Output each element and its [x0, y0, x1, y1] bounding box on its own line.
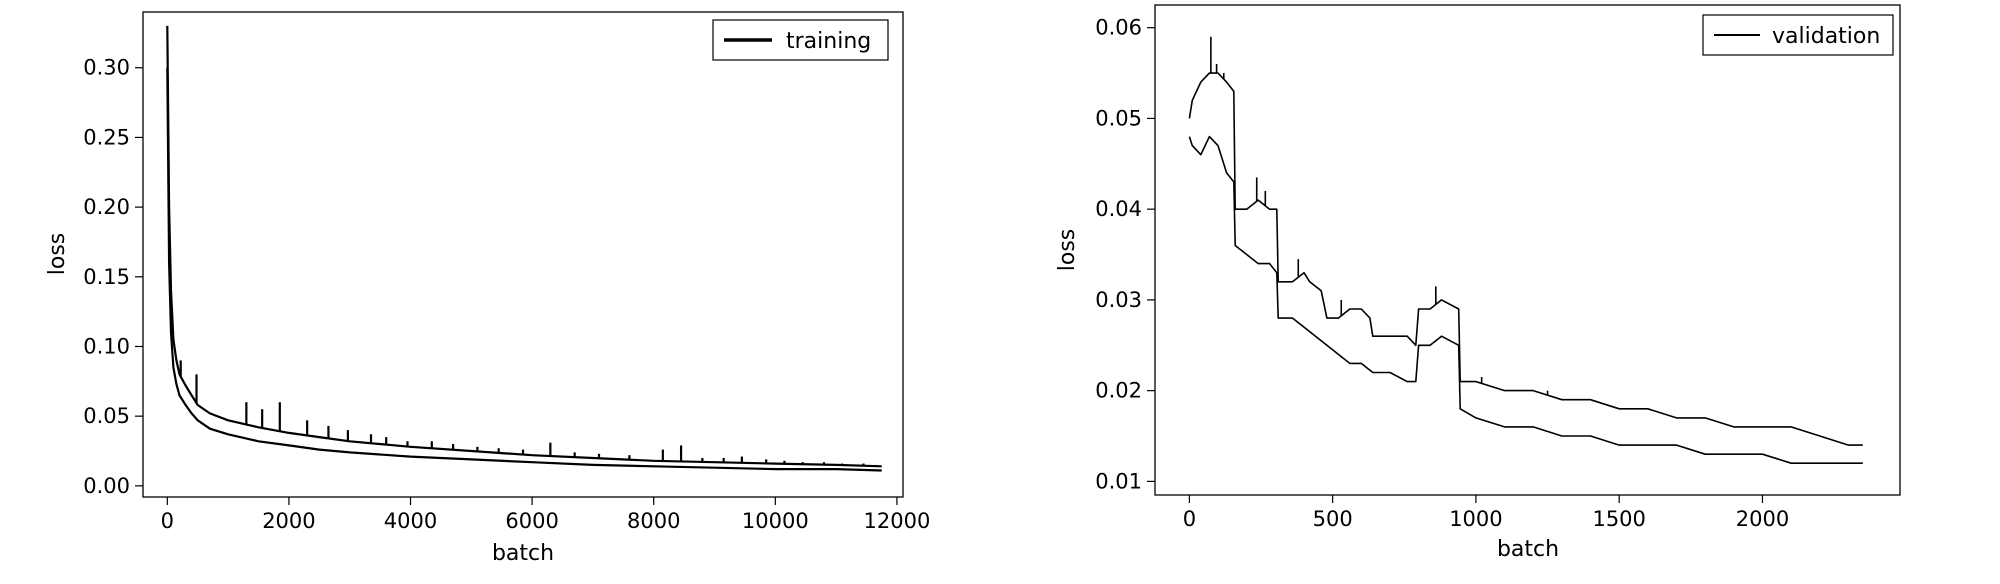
training-y-tick-label: 0.05 [83, 404, 130, 428]
training-y-tick-label: 0.30 [83, 56, 130, 80]
training-y-tick-label: 0.15 [83, 265, 130, 289]
training-legend-label: training [786, 29, 871, 54]
validation-y-tick-label: 0.05 [1095, 106, 1142, 130]
validation-loss-chart: 0 500 1000 1500 2000 0.01 0.02 0.03 0.04 0.05 0.06… [1055, 4, 1901, 562]
validation-ticks: 0 500 1000 1500 2000 0.01 0.02 0.03 0.04 0.05 0.06 [1095, 16, 1789, 531]
validation-x-tick-label: 1500 [1592, 507, 1645, 531]
training-x-tick-label: 12000 [864, 509, 931, 533]
training-x-axis-label: batch [492, 541, 554, 566]
training-y-tick-label: 0.25 [83, 125, 130, 149]
training-loss-chart: 0 2000 4000 6000 8000 10000 12000 0.00 0.05 0.10 0… [45, 11, 930, 566]
validation-y-axis-label: loss [1055, 229, 1080, 272]
training-x-tick-label: 6000 [505, 509, 558, 533]
training-axes-frame [142, 11, 904, 498]
training-series-lower [166, 67, 882, 472]
training-x-tick-label: 8000 [627, 509, 680, 533]
validation-series-lower [1188, 135, 1863, 464]
training-plot-lines [166, 25, 882, 472]
training-y-tick-label: 0.00 [83, 474, 130, 498]
validation-x-tick-label: 1000 [1449, 507, 1502, 531]
validation-x-tick-label: 2000 [1736, 507, 1789, 531]
validation-x-tick-label: 0 [1183, 507, 1196, 531]
validation-plot-lines [1188, 36, 1863, 464]
training-x-tick-label: 4000 [384, 509, 437, 533]
validation-y-tick-label: 0.06 [1095, 16, 1142, 40]
validation-x-tick-label: 500 [1313, 507, 1353, 531]
validation-y-tick-label: 0.03 [1095, 288, 1142, 312]
validation-series-upper [1188, 72, 1863, 446]
validation-axes-frame [1154, 4, 1901, 496]
training-y-tick-label: 0.20 [83, 195, 130, 219]
training-x-tick-label: 2000 [262, 509, 315, 533]
training-y-tick-label: 0.10 [83, 334, 130, 358]
validation-y-tick-label: 0.02 [1095, 379, 1142, 403]
validation-legend: validation [1702, 14, 1894, 56]
validation-y-tick-label: 0.04 [1095, 197, 1142, 221]
validation-y-tick-label: 0.01 [1095, 469, 1142, 493]
training-series-upper [166, 25, 882, 468]
training-x-tick-label: 0 [161, 509, 174, 533]
training-legend: training [712, 19, 889, 61]
training-ticks: 0 2000 4000 6000 8000 10000 12000 0.00 0.05 0.10 0… [83, 56, 930, 533]
training-y-axis-label: loss [45, 233, 70, 276]
validation-x-axis-label: batch [1497, 537, 1559, 562]
training-x-tick-label: 10000 [742, 509, 809, 533]
validation-legend-label: validation [1772, 24, 1880, 49]
